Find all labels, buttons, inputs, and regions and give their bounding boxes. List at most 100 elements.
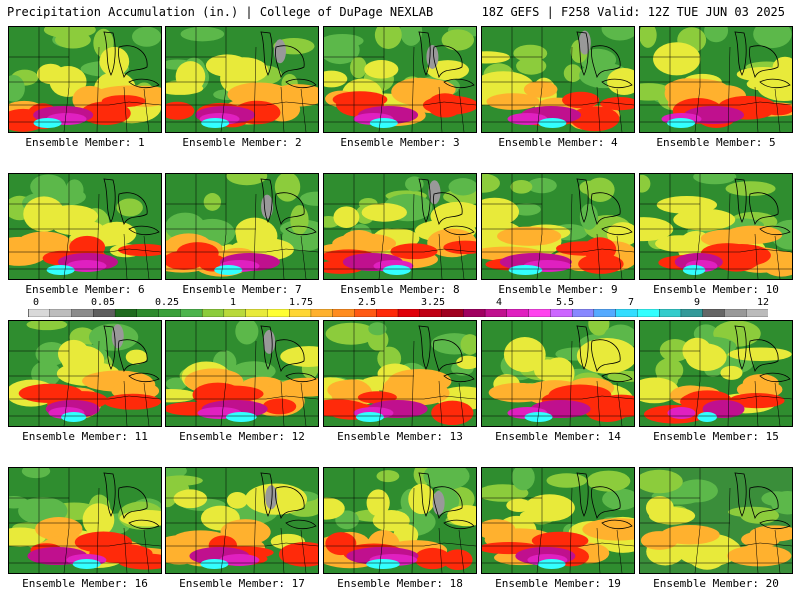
colorbar-swatch [506,309,530,317]
precip-contour-light [400,27,423,46]
colorbar-tick-label: 7 [627,297,635,308]
precip-contour-orange [724,225,783,244]
precip-contour-cyan [72,559,101,569]
precip-contour-cyan [682,265,706,275]
state-boundaries [482,468,634,573]
precip-contour-orange [327,380,367,400]
precip-contour-yellow [366,489,390,517]
precip-contour-light [441,29,475,51]
precip-contour-orange [582,518,634,541]
precip-contour-cyan [538,118,567,128]
precip-contour-light [460,334,476,355]
precip-contour-light [376,470,400,483]
colorbar-swatch [746,309,768,317]
great-lakes-outline [576,325,633,383]
precip-contour-cyan [667,118,696,128]
precip-contour-light [43,27,96,39]
precip-contour-yellow [645,496,674,520]
ensemble-member-label: Ensemble Member: 5 [656,136,776,149]
great-lakes-outline [576,472,633,530]
precip-contour-yellow [361,203,407,222]
ensemble-member-label: Ensemble Member: 12 [179,430,305,443]
precip-contour-light [579,180,599,195]
precip-contour-light [676,479,718,503]
precip-contour-light [325,322,377,345]
precip-contour-light [448,178,476,196]
colorbar-tick-labels: 0 0.05 0.25 1 1.75 2.5 3.25 4 5.5 7 9 12 [0,297,800,309]
precip-contour-yellow [685,343,727,372]
precip-contour-gray [428,180,441,205]
colorbar-swatch [136,309,160,317]
great-lakes-outline [576,178,633,236]
precip-contour-yellow [728,347,792,362]
precip-contour-yellow [482,197,520,226]
precip-contour-light [368,322,387,336]
state-boundaries [482,174,634,279]
precip-contour-gray [263,329,276,354]
colorbar-swatch [310,309,334,317]
precip-contour-cyan [61,412,87,422]
precip-contour-light [601,27,634,41]
precip-contour-gray [426,44,439,69]
colorbar-swatch [571,309,595,317]
precip-contour-light [299,191,318,206]
colorbar-swatch [376,309,399,317]
colorbar-tick-label: 9 [693,297,701,308]
map-title: Precipitation Accumulation (in.) | Colle… [7,5,434,19]
great-lakes-outline [734,472,791,530]
colorbar-swatch [484,309,508,317]
colorbar-swatch [332,309,355,317]
state-boundaries [640,468,792,573]
ensemble-member-label: Ensemble Member: 20 [653,577,779,590]
colorbar-swatch [180,309,203,317]
precip-contour-red [18,383,83,404]
colorbar-tick-label: 3.25 [420,297,446,308]
state-boundaries [482,321,634,426]
precip-contour-cyan [382,265,411,275]
precip-contour-light [512,203,541,216]
precip-contour-orange [727,545,792,567]
precip-contour-yellow [175,61,206,92]
precip-contour-light [640,83,673,101]
precip-contour-cyan [46,265,75,275]
colorbar-tick-label: 0.25 [154,297,180,308]
precip-contour-light [423,468,470,490]
precip-contour-light [516,57,547,75]
great-lakes-outline [260,472,317,530]
precip-contour-cyan [201,118,230,128]
ensemble-map-panel-7 [165,173,319,280]
precip-contour-light [640,27,657,48]
precip-contour-light [704,27,729,43]
state-boundaries [9,468,161,573]
precipitation-colorbar [28,309,768,317]
colorbar-tick-label: 0 [32,297,40,308]
colorbar-swatch [637,309,660,317]
model-run-info: 18Z GEFS | F258 Valid: 12Z TUE JUN 03 20… [481,5,785,19]
ensemble-map-panel-6 [8,173,162,280]
precip-contour-cyan [225,412,257,422]
precip-contour-cyan [366,559,400,569]
precip-contour-light [374,27,402,49]
colorbar-swatch [680,309,704,317]
precip-contour-red [325,532,357,556]
great-lakes-outline [418,325,475,383]
precip-contour-light [693,174,737,185]
precip-contour-light [640,174,651,193]
ensemble-member-label: Ensemble Member: 18 [337,577,463,590]
colorbar-swatch [441,309,464,317]
great-lakes-outline [260,178,317,236]
ensemble-map-panel-20 [639,467,793,574]
ensemble-member-label: Ensemble Member: 15 [653,430,779,443]
great-lakes-outline [260,325,317,383]
colorbar-swatch [114,309,138,317]
precip-contour-yellow [219,57,269,84]
ensemble-member-label: Ensemble Member: 10 [653,283,779,296]
colorbar-swatch [28,309,51,317]
great-lakes-outline [103,472,160,530]
great-lakes-outline [260,31,317,89]
precip-contour-red [442,549,473,571]
colorbar-tick-label: 12 [756,297,770,308]
precip-contour-orange [486,93,540,110]
ensemble-member-label: Ensemble Member: 13 [337,430,463,443]
great-lakes-outline [734,31,791,89]
